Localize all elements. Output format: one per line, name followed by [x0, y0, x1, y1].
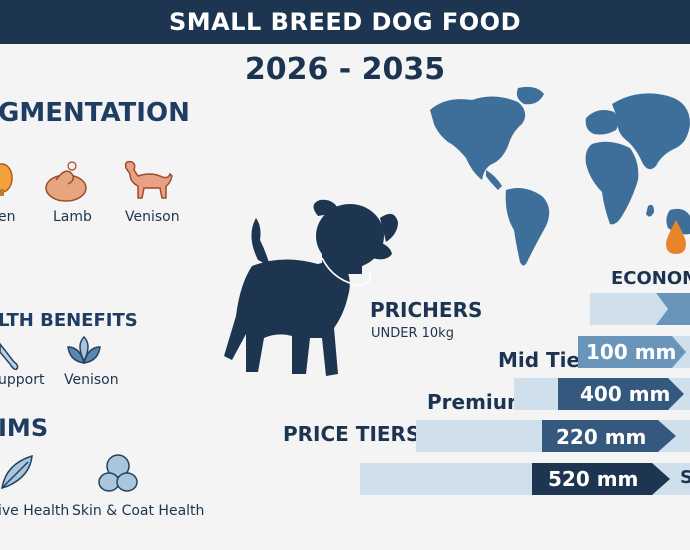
segmentation-heading: GMENTATION — [0, 98, 190, 128]
price-bar-3-arrow — [542, 420, 676, 452]
center-title: PRICHERS — [370, 298, 483, 322]
year-range: 2026 - 2035 — [244, 52, 446, 87]
page-title: SMALL BREED DOG FOOD — [168, 8, 522, 36]
deer-icon — [124, 160, 173, 199]
economy-label: ECONOMY — [611, 268, 690, 289]
premium-label: Premium — [427, 390, 528, 414]
economy-bar-arrow — [656, 293, 690, 325]
price-bar-4-arrow — [532, 463, 670, 495]
segment-label-1: en — [0, 209, 16, 225]
bar-value-3: 220 mm — [556, 425, 647, 449]
segment-label-2: Lamb — [53, 209, 92, 225]
coat-icon — [98, 454, 138, 492]
mid-tier-label: Mid Tier — [498, 348, 590, 372]
mid-tier-bar-arrow — [578, 336, 686, 368]
benefit-label-1: upport — [0, 372, 45, 388]
trailing-label: S — [680, 467, 690, 488]
bone-icon — [0, 342, 19, 370]
bar-value-1: 100 mm — [586, 340, 677, 364]
segment-label-3: Venison — [125, 209, 180, 225]
droplet-icon — [666, 220, 686, 254]
claim-label-2: Skin & Coat Health — [72, 503, 205, 519]
feather-icon — [1, 454, 33, 490]
header-banner: SMALL BREED DOG FOOD — [0, 0, 690, 44]
center-subtitle: UNDER 10kg — [371, 326, 454, 341]
leaves-icon — [67, 335, 101, 364]
claims-heading: IMS — [0, 414, 49, 442]
health-benefits-heading: LTH BENEFITS — [0, 310, 138, 331]
dog-silhouette-icon — [224, 199, 398, 376]
premium-bar-arrow — [558, 378, 684, 410]
bar-value-4: 520 mm — [548, 467, 639, 491]
lamb-leg-icon — [45, 161, 87, 202]
chicken-icon — [0, 163, 13, 196]
price-tiers-label: PRICE TIERS — [283, 422, 421, 446]
world-map-icon — [430, 86, 690, 266]
benefit-label-2: Venison — [64, 372, 119, 388]
bar-value-2: 400 mm — [580, 382, 671, 406]
claim-label-1: ive Health — [0, 503, 70, 519]
